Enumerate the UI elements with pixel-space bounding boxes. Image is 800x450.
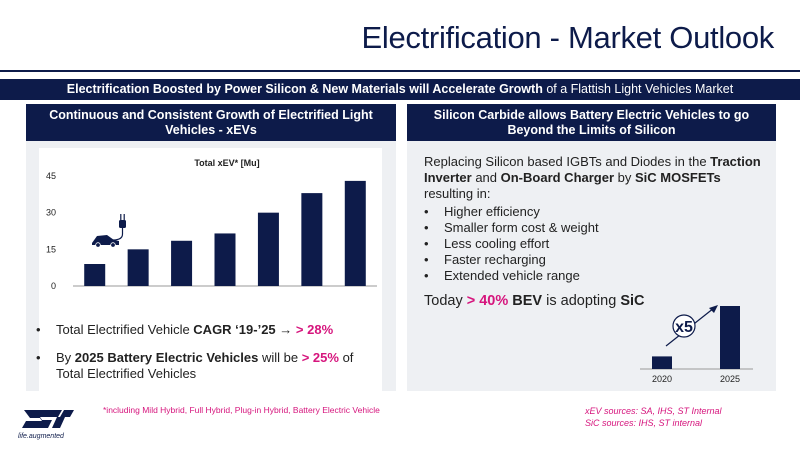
- benefit-item: Smaller form cost & weight: [424, 220, 764, 236]
- bullet-cagr: Total Electrified Vehicle CAGR ‘19-’25 →…: [32, 322, 382, 338]
- st-logo-icon: [22, 410, 74, 428]
- bar-2025: [344, 180, 366, 286]
- sic-bar-chart: 2020 2025 x5: [640, 305, 753, 384]
- sic-intro-b3: SiC MOSFETs: [635, 170, 721, 185]
- x-tick-label: 2024: [302, 292, 322, 293]
- bar-2019: [84, 264, 106, 286]
- y-tick-label: 15: [46, 244, 56, 254]
- bullet-bev-text1: By: [56, 350, 75, 365]
- source-xev: xEV sources: SA, IHS, ST Internal: [585, 406, 722, 416]
- today-statement: Today > 40% BEV is adopting SiC: [424, 293, 644, 309]
- bullet-bev-text2: will be: [258, 350, 302, 365]
- benefit-item: Faster recharging: [424, 252, 764, 268]
- bar-2022: [214, 233, 236, 286]
- xev-bar-chart: Total xEV* [Mu] 0 15 30 45 2019 2020 2021 2022 20…: [46, 158, 377, 302]
- sic-intro-b2: On-Board Charger: [500, 170, 615, 185]
- x-tick-label: 2020: [128, 292, 148, 293]
- banner-normal: of a Flattish Light Vehicles Market: [542, 82, 734, 96]
- today-t1: Today: [424, 293, 467, 309]
- x-tick-label: 2020: [652, 374, 672, 384]
- x-tick-label: 2025: [720, 374, 740, 384]
- y-tick-label: 0: [51, 281, 56, 291]
- bar-2025: [720, 306, 740, 369]
- benefit-item: Higher efficiency: [424, 204, 764, 220]
- bullet-cagr-highlight: > 28%: [295, 322, 334, 337]
- source-sic: SiC sources: IHS, ST internal: [585, 418, 703, 428]
- car-icon: [92, 235, 119, 248]
- today-highlight: > 40%: [466, 293, 509, 309]
- bullet-bev-bold: 2025 Battery Electric Vehicles: [74, 350, 259, 365]
- benefit-item: Less cooling effort: [424, 236, 764, 252]
- bullet-bev-text3: of Total Electrified Vehicles: [56, 350, 354, 381]
- sic-intro-t2: and: [471, 170, 501, 185]
- footnote: *including Mild Hybrid, Full Hybrid, Plu…: [103, 405, 380, 415]
- page-title: Electrification - Market Outlook: [361, 20, 775, 55]
- sic-intro: Replacing Silicon based IGBTs and Diodes…: [424, 154, 769, 202]
- today-sic: SiC: [620, 293, 645, 309]
- chart-title: Total xEV* [Mu]: [194, 158, 259, 168]
- today-t2: is adopting: [542, 293, 621, 309]
- sic-benefits-list: Higher efficiency Smaller form cost & we…: [424, 204, 764, 284]
- left-panel-header: Continuous and Consistent Growth of Elec…: [26, 104, 396, 141]
- bullet-cagr-text: Total Electrified Vehicle: [56, 322, 194, 337]
- today-bev: BEV: [508, 293, 543, 309]
- x-tick-label: 2019: [85, 292, 105, 293]
- y-tick-label: 45: [46, 171, 56, 181]
- sic-intro-t4: resulting in:: [424, 186, 491, 201]
- x-tick-label: 2021: [172, 292, 192, 293]
- charging-plug-icon: [112, 214, 126, 241]
- sic-intro-t1: Replacing Silicon based IGBTs and Diodes…: [424, 154, 711, 169]
- bar-2020: [127, 249, 149, 286]
- bullet-cagr-arrow: →: [275, 322, 296, 337]
- right-panel-header: Silicon Carbide allows Battery Electric …: [407, 104, 776, 141]
- left-bullets: Total Electrified Vehicle CAGR ‘19-’25 →…: [32, 322, 382, 382]
- bullet-cagr-bold: CAGR ‘19-’25: [193, 322, 276, 337]
- bar-2024: [301, 193, 323, 286]
- bullet-bev-share: By 2025 Battery Electric Vehicles will b…: [32, 350, 382, 382]
- title-divider: [0, 70, 800, 72]
- logo-tagline: life.augmented: [18, 433, 64, 440]
- sic-intro-b1: Traction Inverter: [424, 154, 761, 185]
- bar-2021: [171, 240, 193, 286]
- sic-intro-t3: by: [614, 170, 635, 185]
- banner: Electrification Boosted by Power Silicon…: [0, 79, 800, 100]
- banner-bold: Electrification Boosted by Power Silicon…: [66, 82, 543, 96]
- multiplier-label: x5: [675, 319, 693, 336]
- bar-2020: [652, 356, 672, 369]
- benefit-item: Extended vehicle range: [424, 268, 764, 284]
- x-tick-label: 2022: [215, 292, 235, 293]
- bar-2023: [257, 212, 279, 286]
- x-tick-label: 2025: [345, 292, 365, 293]
- bullet-bev-highlight: > 25%: [301, 350, 339, 365]
- multiplier-badge: [672, 314, 696, 338]
- sources: xEV sources: SA, IHS, ST Internal SiC so…: [585, 405, 722, 429]
- y-tick-label: 30: [46, 208, 56, 218]
- x-tick-label: 2023: [258, 292, 278, 293]
